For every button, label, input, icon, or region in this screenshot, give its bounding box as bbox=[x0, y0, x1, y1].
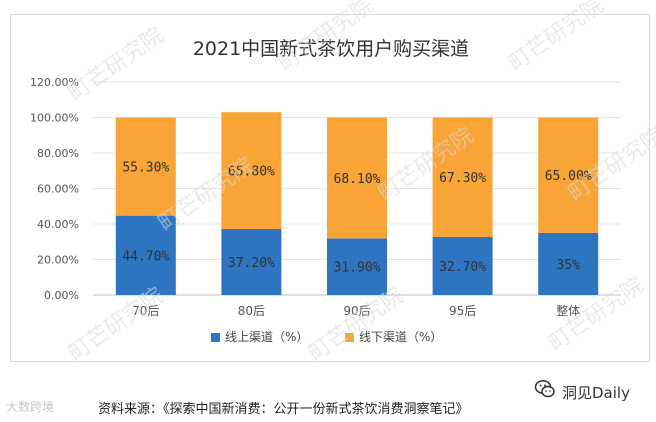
y-tick-label: 100.00% bbox=[30, 112, 79, 125]
bar-segment bbox=[115, 117, 176, 216]
x-tick-label: 整体 bbox=[556, 303, 580, 318]
bar-segment bbox=[221, 228, 282, 295]
footer-right-brand: 洞见Daily bbox=[562, 384, 630, 402]
y-tick-label: 60.00% bbox=[37, 183, 79, 196]
data-label: 37.20% bbox=[228, 256, 275, 271]
bar-segment bbox=[221, 112, 282, 229]
bar-segment bbox=[115, 215, 176, 295]
chart-svg: 2021中国新式茶饮用户购买渠道 0.00% 20.00% 40.00% 60.00%… bbox=[30, 38, 621, 344]
legend-label: 线下渠道（%） bbox=[359, 330, 442, 344]
y-tick-label: 0.00% bbox=[44, 289, 79, 302]
legend-swatch bbox=[345, 333, 354, 342]
x-tick-label: 80后 bbox=[238, 304, 265, 318]
data-label: 65.80% bbox=[228, 165, 275, 180]
data-label: 68.10% bbox=[334, 172, 381, 187]
data-label: 35% bbox=[556, 258, 580, 273]
chart-frame: 2021中国新式茶饮用户购买渠道 0.00% 20.00% 40.00% 60.00%… bbox=[10, 14, 650, 362]
x-tick-label: 95后 bbox=[449, 304, 476, 318]
data-label: 31.90% bbox=[334, 261, 381, 276]
x-tick-label: 70后 bbox=[132, 304, 159, 318]
bar-segment bbox=[538, 117, 599, 233]
x-tick-label: 90后 bbox=[343, 304, 370, 318]
data-label: 44.70% bbox=[122, 249, 169, 264]
y-tick-label: 80.00% bbox=[37, 147, 79, 160]
legend-swatch bbox=[211, 333, 220, 342]
data-label: 55.30% bbox=[122, 161, 169, 176]
chart-title: 2021中国新式茶饮用户购买渠道 bbox=[193, 38, 469, 60]
y-tick-label: 40.00% bbox=[37, 218, 79, 231]
footer: 大数跨境 资料来源：《探索中国新消费：公开一份新式茶饮消费洞察笔记》 洞见Dai… bbox=[0, 380, 656, 422]
bar-segment bbox=[327, 117, 387, 239]
bar-segment bbox=[327, 238, 387, 295]
data-label: 65.00% bbox=[545, 169, 592, 184]
bar-segment bbox=[432, 236, 493, 295]
y-tick-label: 120.00% bbox=[30, 76, 79, 89]
bar-segment bbox=[538, 232, 599, 295]
bar-segment bbox=[432, 117, 493, 237]
source-note: 资料来源：《探索中国新消费：公开一份新式茶饮消费洞察笔记》 bbox=[98, 402, 469, 417]
legend-label: 线上渠道（%） bbox=[225, 330, 308, 344]
data-label: 32.70% bbox=[439, 260, 486, 275]
y-tick-label: 20.00% bbox=[37, 254, 79, 267]
footer-left-brand: 大数跨境 bbox=[6, 400, 55, 414]
wechat-icon bbox=[534, 380, 555, 398]
data-label: 67.30% bbox=[439, 171, 486, 186]
